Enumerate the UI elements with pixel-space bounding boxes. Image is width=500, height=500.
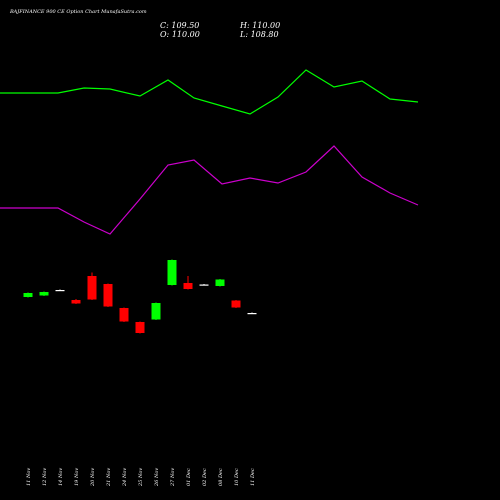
high-value: 110.00 — [252, 21, 281, 30]
candle-15 — [247, 312, 257, 315]
candle-body — [55, 290, 65, 292]
x-tick-label: 11 Nov — [26, 468, 32, 486]
open-value: 110.00 — [171, 30, 200, 39]
candle-body — [71, 300, 81, 304]
candle-body — [103, 284, 113, 307]
x-tick-label: 12 Nov — [42, 468, 48, 486]
close-label: C: — [160, 21, 169, 30]
candle-6 — [103, 283, 113, 307]
candle-body — [247, 313, 257, 315]
candle-14 — [231, 300, 241, 308]
candle-8 — [135, 321, 145, 334]
x-tick-label: 08 Dec — [218, 468, 224, 486]
open-readout: O: 110.00 — [160, 30, 200, 39]
chart-title: BAJFINANCE 900 CE Option Chart MunafaSut… — [10, 9, 147, 15]
series-line-2 — [0, 145, 419, 235]
x-tick-label: 27 Nov — [170, 468, 176, 487]
candle-body — [135, 322, 145, 333]
candle-body — [23, 293, 33, 297]
low-label: L: — [240, 30, 249, 39]
x-tick-label: 21 Nov — [106, 468, 112, 487]
candle-13 — [215, 279, 225, 287]
candle-9 — [151, 302, 161, 320]
x-tick-label: 20 Nov — [90, 468, 96, 487]
candle-4 — [71, 299, 81, 304]
x-tick-label: 01 Dec — [186, 468, 192, 486]
x-tick-label: 10 Dec — [234, 468, 240, 486]
x-tick-label: 26 Nov — [154, 468, 160, 487]
close-readout: C: 109.50 — [160, 21, 199, 30]
high-readout: H: 110.00 — [240, 21, 280, 30]
open-label: O: — [160, 30, 170, 39]
candle-2 — [39, 291, 49, 296]
candle-body — [151, 303, 161, 320]
x-tick-label: 24 Nov — [122, 468, 128, 487]
candle-5 — [87, 272, 97, 300]
candle-body — [39, 292, 49, 296]
low-value: 108.80 — [250, 30, 279, 39]
x-tick-label: 14 Nov — [58, 468, 64, 486]
close-value: 109.50 — [171, 21, 200, 30]
x-tick-label: 19 Nov — [74, 468, 80, 486]
candle-body — [87, 276, 97, 300]
candle-body — [199, 284, 209, 286]
candle-10 — [167, 259, 177, 286]
candle-3 — [55, 289, 65, 292]
candle-body — [215, 279, 225, 286]
candle-7 — [119, 307, 129, 322]
candle-1 — [23, 292, 33, 298]
x-tick-label: 11 Dec — [250, 468, 256, 486]
x-tick-label: 25 Nov — [138, 468, 144, 487]
candle-12 — [199, 284, 209, 286]
x-tick-label: 02 Dec — [202, 468, 208, 486]
high-label: H: — [240, 21, 250, 30]
series-line-1 — [0, 69, 419, 115]
candle-body — [231, 300, 241, 308]
candle-body — [183, 283, 193, 289]
candle-body — [119, 308, 129, 322]
low-readout: L: 108.80 — [240, 30, 279, 39]
candle-11 — [183, 276, 193, 290]
candle-body — [167, 260, 177, 285]
